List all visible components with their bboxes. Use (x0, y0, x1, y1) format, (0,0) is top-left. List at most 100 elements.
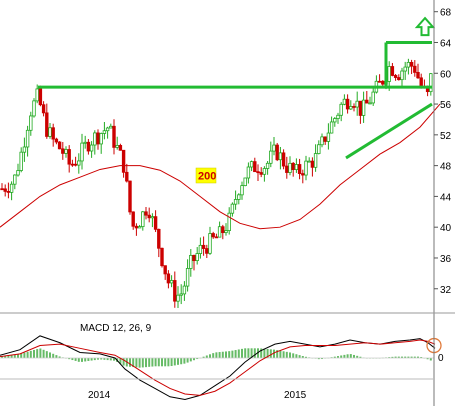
macd-histogram-bar (266, 349, 269, 358)
candle-body (249, 161, 254, 168)
macd-histogram-bar (276, 350, 279, 358)
macd-histogram-bar (10, 355, 13, 358)
macd-histogram-bar (301, 356, 304, 358)
macd-histogram-bar (100, 358, 103, 360)
candle-body (22, 146, 27, 153)
candle-body (160, 247, 164, 267)
macd-histogram-bar (426, 358, 429, 360)
macd-histogram-bar (4, 355, 7, 358)
macd-histogram-bar (161, 358, 163, 367)
candle-body (387, 66, 391, 82)
macd-histogram-bar (84, 358, 87, 362)
macd-histogram-bar (77, 358, 80, 362)
x-label-2015: 2015 (284, 390, 307, 401)
macd-histogram-bar (247, 348, 250, 358)
macd-histogram-bar (269, 349, 272, 358)
candle-body (397, 77, 401, 81)
candle-body (352, 106, 356, 108)
macd-histogram-bar (106, 358, 109, 361)
candle-body (109, 125, 113, 129)
macd-histogram-bar (186, 358, 189, 363)
candle-body (102, 130, 107, 134)
candle-body (185, 268, 190, 287)
candle-body (89, 144, 94, 152)
candle-body (13, 174, 17, 185)
candle-body (272, 144, 276, 152)
macd-histogram-bar (429, 358, 432, 361)
candle-body (77, 160, 81, 166)
macd-histogram-bar (346, 354, 349, 358)
candle-body (349, 106, 353, 110)
candle-body (224, 230, 228, 234)
macd-histogram-bar (173, 358, 176, 366)
macd-histogram-bar (417, 356, 419, 358)
macd-histogram-bar (170, 358, 173, 367)
candle-body (285, 165, 289, 173)
macd-histogram-bar (42, 349, 45, 358)
candle-body (182, 285, 187, 295)
macd-histogram-bar (273, 349, 275, 358)
candle-body (163, 265, 167, 275)
candle-body (144, 211, 148, 216)
macd-histogram-bar (7, 355, 10, 358)
macd-histogram-bar (401, 356, 403, 358)
candle-body (265, 162, 270, 169)
y-tick-label: 32 (440, 285, 452, 296)
candle-body (3, 188, 7, 192)
candle-body (198, 244, 203, 254)
candle-body (211, 233, 215, 238)
macd-histogram-bar (20, 353, 23, 358)
macd-histogram-bar (221, 351, 224, 358)
candle-body (413, 65, 417, 73)
macd-histogram-bar (321, 358, 323, 360)
macd-histogram-bar (420, 357, 423, 358)
macd-histogram-bar (193, 358, 195, 361)
macd-histogram-bar (103, 358, 106, 360)
macd-histogram-bar (349, 354, 352, 358)
macd-histogram-bar (26, 351, 29, 358)
macd-histogram-bar (202, 356, 205, 358)
candle-body (93, 132, 97, 146)
macd-histogram-bar (317, 358, 320, 360)
candle-body (35, 88, 39, 102)
macd-histogram-bar (295, 354, 298, 358)
candle-body (166, 273, 171, 284)
macd-histogram-bar (333, 356, 336, 358)
macd-histogram-bar (263, 348, 266, 358)
macd-histogram-bar (388, 357, 391, 358)
candle-body (317, 144, 321, 154)
macd-histogram-bar (205, 355, 208, 358)
macd-histogram-bar (74, 358, 77, 361)
candle-body (288, 162, 292, 173)
macd-histogram-bar (282, 351, 285, 358)
candle-body (150, 216, 155, 219)
candle-body (96, 132, 100, 145)
macd-histogram-bar (250, 348, 253, 358)
macd-histogram-bar (58, 356, 61, 358)
candle-body (67, 149, 71, 165)
candle-body (189, 254, 193, 269)
candle-body (278, 152, 283, 161)
candle-body (112, 125, 116, 148)
macd-histogram-bar (215, 352, 218, 358)
candle-body (320, 136, 324, 146)
macd-histogram-bar (340, 355, 343, 358)
y-tick-label: 64 (440, 38, 452, 49)
candle-body (214, 236, 219, 239)
macd-histogram-bar (225, 351, 227, 358)
candle-body (336, 114, 340, 119)
candle-body (390, 66, 395, 76)
candle-body (83, 141, 87, 144)
candle-body (80, 142, 84, 162)
macd-histogram-bar (260, 348, 263, 358)
macd-histogram-bar (183, 358, 186, 364)
candle-body (326, 132, 331, 142)
candle-body (25, 129, 30, 148)
macd-histogram-bar (141, 358, 144, 368)
candle-body (192, 254, 196, 262)
candle-body (137, 226, 142, 229)
macd-zero-label: 0 (438, 353, 444, 364)
candle-body (157, 228, 161, 249)
macd-histogram-bar (279, 350, 282, 358)
macd-histogram-bar (410, 356, 413, 358)
